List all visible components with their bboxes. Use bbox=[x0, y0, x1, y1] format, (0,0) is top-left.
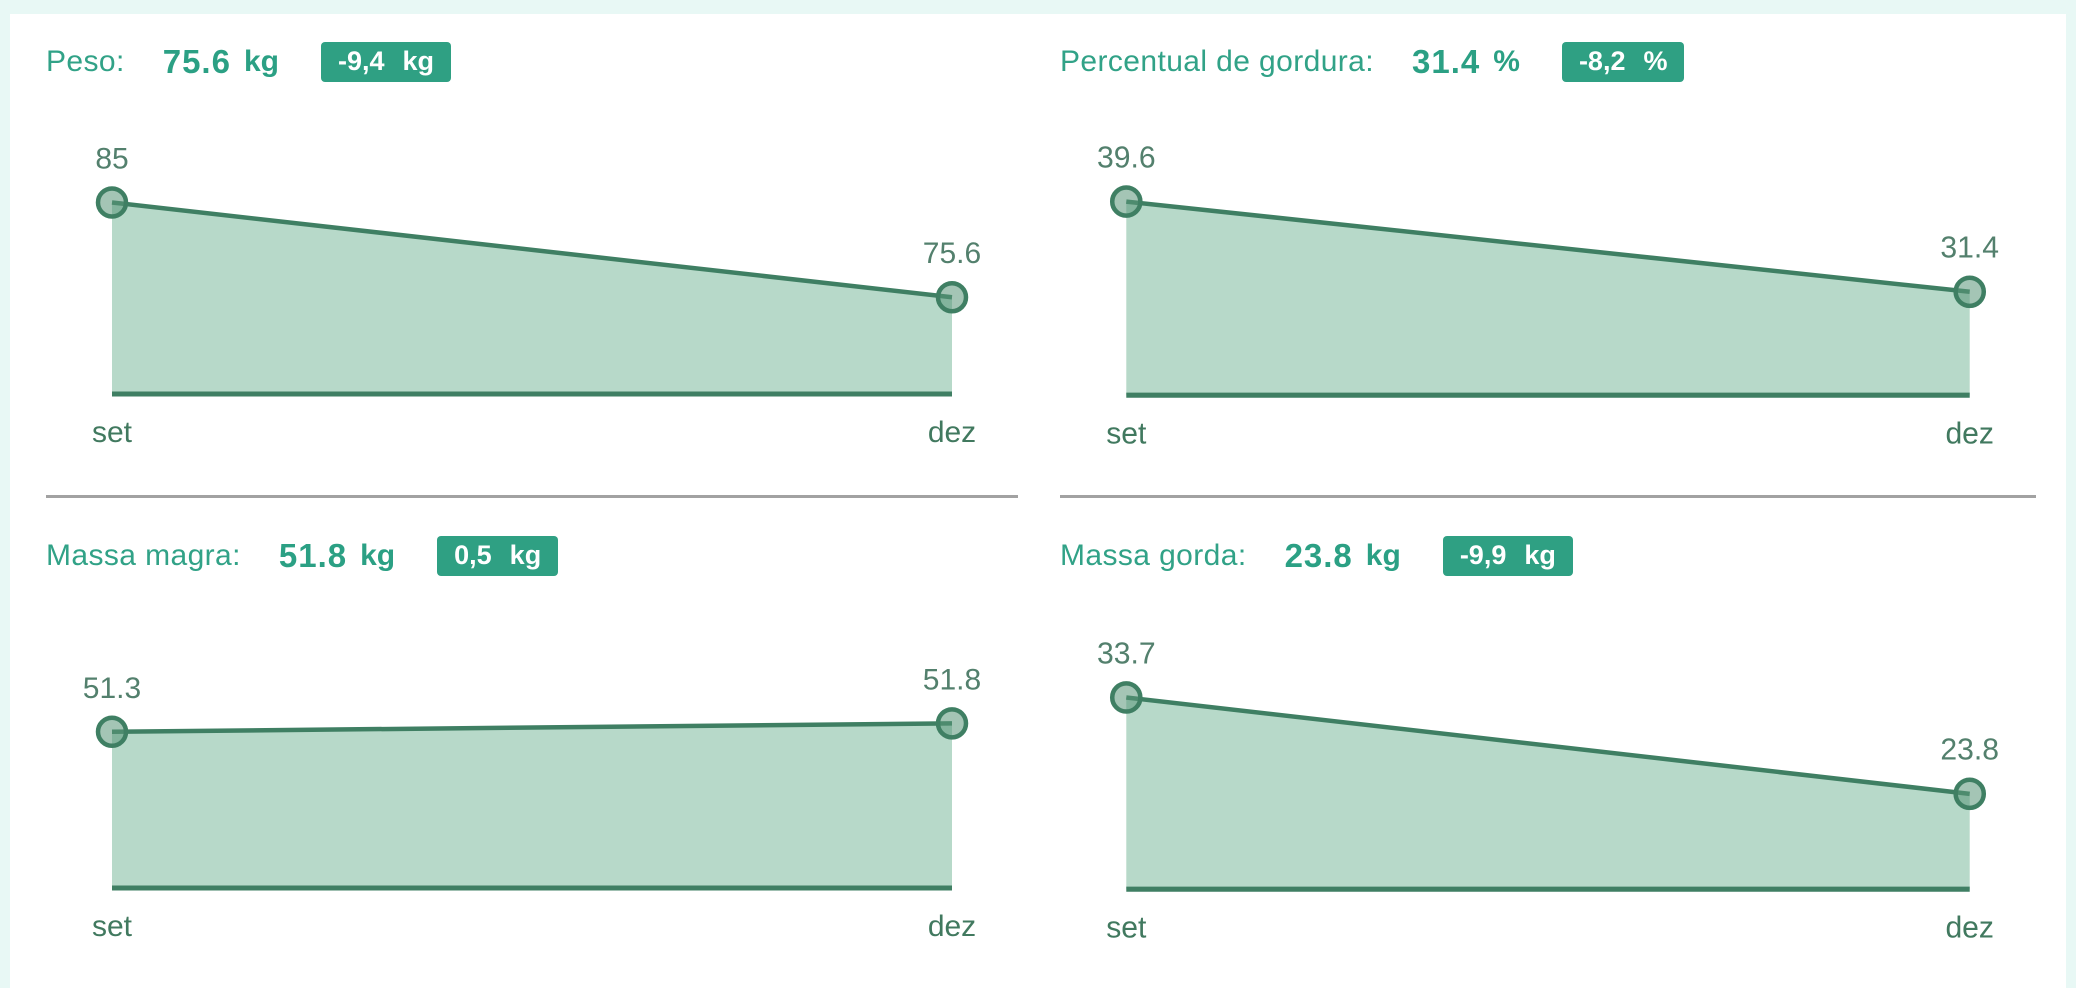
change-badge-value: -9,9 bbox=[1459, 539, 1507, 570]
metric-card-massa-magra: Massa magra: 51.8 kg 0,5 kg 51.3 set 51.8 d… bbox=[10, 498, 1038, 988]
card-header-massa-gorda: Massa gorda: 23.8 kg -9,9 kg bbox=[1060, 534, 2036, 578]
area-chart-peso: 85 set 75.6 dez bbox=[46, 102, 1018, 462]
metric-card-peso: Peso: 75.6 kg -9,4 kg 85 set 75.6 dez bbox=[10, 14, 1038, 498]
section-divider bbox=[46, 495, 1018, 498]
axis-tick-label: dez bbox=[1945, 417, 1994, 450]
data-point[interactable] bbox=[935, 280, 969, 314]
trend-line bbox=[111, 200, 953, 300]
chart-area-fill bbox=[112, 202, 952, 394]
area-chart-massa-gorda: 33.7 set 23.8 dez bbox=[1060, 596, 2036, 957]
metric-unit: kg bbox=[360, 539, 396, 572]
area-chart-massa-magra: 51.3 set 51.8 dez bbox=[46, 596, 1018, 956]
axis-tick-label: set bbox=[92, 910, 133, 943]
point-label: 23.8 bbox=[1940, 734, 1999, 767]
trend-chart-svg: 39.6 set 31.4 dez bbox=[1097, 141, 1999, 450]
change-badge: 0,5 kg bbox=[437, 535, 559, 577]
chart-area-fill bbox=[112, 723, 952, 888]
data-point[interactable] bbox=[935, 707, 969, 740]
trend-line bbox=[1126, 695, 1970, 797]
data-point[interactable] bbox=[1109, 185, 1143, 218]
change-badge-unit: % bbox=[1643, 45, 1668, 76]
data-point[interactable] bbox=[95, 715, 129, 749]
point-label: 33.7 bbox=[1097, 637, 1156, 670]
metric-unit: % bbox=[1493, 45, 1520, 78]
trend-chart-svg: 51.3 set 51.8 dez bbox=[83, 663, 981, 943]
change-badge-unit: kg bbox=[509, 539, 542, 570]
change-badge: -8,2 % bbox=[1561, 41, 1685, 83]
data-point[interactable] bbox=[1109, 681, 1143, 714]
data-point[interactable] bbox=[1953, 275, 1987, 309]
change-badge-unit: kg bbox=[402, 45, 435, 76]
metric-title: Percentual de gordura: bbox=[1060, 45, 1375, 78]
card-header-percentual-gordura: Percentual de gordura: 31.4 % -8,2 % bbox=[1060, 40, 2036, 84]
point-label: 31.4 bbox=[1940, 232, 1999, 265]
axis-tick-label: set bbox=[1106, 417, 1147, 450]
area-chart-percentual-gordura: 39.6 set 31.4 dez bbox=[1060, 102, 2036, 463]
metric-value: 23.8 bbox=[1284, 537, 1353, 574]
metric-card-percentual-gordura: Percentual de gordura: 31.4 % -8,2 % 39.… bbox=[1038, 14, 2066, 498]
change-badge: -9,4 kg bbox=[320, 41, 452, 83]
axis-tick-label: dez bbox=[1945, 911, 1994, 944]
trend-line bbox=[111, 721, 953, 735]
chart-area-fill bbox=[1126, 697, 1970, 890]
point-label: 39.6 bbox=[1097, 141, 1156, 174]
metric-title: Peso: bbox=[46, 45, 125, 78]
data-point[interactable] bbox=[1953, 777, 1987, 811]
metric-unit: kg bbox=[1365, 539, 1401, 572]
change-badge-value: -8,2 bbox=[1578, 45, 1626, 76]
trend-chart-svg: 33.7 set 23.8 dez bbox=[1097, 637, 1999, 944]
axis-tick-label: set bbox=[1106, 911, 1147, 944]
metric-value: 31.4 bbox=[1412, 43, 1481, 80]
chart-area-fill bbox=[1126, 201, 1970, 396]
data-point[interactable] bbox=[95, 186, 129, 219]
trend-chart-svg: 85 set 75.6 dez bbox=[92, 142, 981, 449]
axis-tick-label: dez bbox=[928, 416, 976, 449]
axis-tick-label: set bbox=[92, 416, 133, 449]
metric-unit: kg bbox=[243, 45, 279, 78]
point-label: 51.3 bbox=[83, 672, 141, 705]
point-label: 75.6 bbox=[923, 237, 981, 270]
metric-title: Massa gorda: bbox=[1060, 539, 1247, 572]
metric-card-massa-gorda: Massa gorda: 23.8 kg -9,9 kg 33.7 set 23.8… bbox=[1038, 498, 2066, 988]
trend-line bbox=[1126, 199, 1970, 295]
axis-tick-label: dez bbox=[928, 910, 976, 943]
metric-value: 75.6 bbox=[162, 43, 231, 80]
change-badge-value: -9,4 bbox=[337, 45, 385, 76]
card-header-peso: Peso: 75.6 kg -9,4 kg bbox=[46, 40, 1018, 84]
point-label: 85 bbox=[95, 142, 128, 175]
metric-title: Massa magra: bbox=[46, 539, 241, 572]
change-badge: -9,9 kg bbox=[1442, 535, 1573, 577]
section-divider bbox=[1060, 495, 2036, 498]
metric-value: 51.8 bbox=[278, 537, 348, 574]
card-header-massa-magra: Massa magra: 51.8 kg 0,5 kg bbox=[46, 534, 1018, 578]
change-badge-value: 0,5 bbox=[454, 539, 492, 570]
point-label: 51.8 bbox=[923, 663, 981, 696]
change-badge-unit: kg bbox=[1524, 539, 1556, 570]
